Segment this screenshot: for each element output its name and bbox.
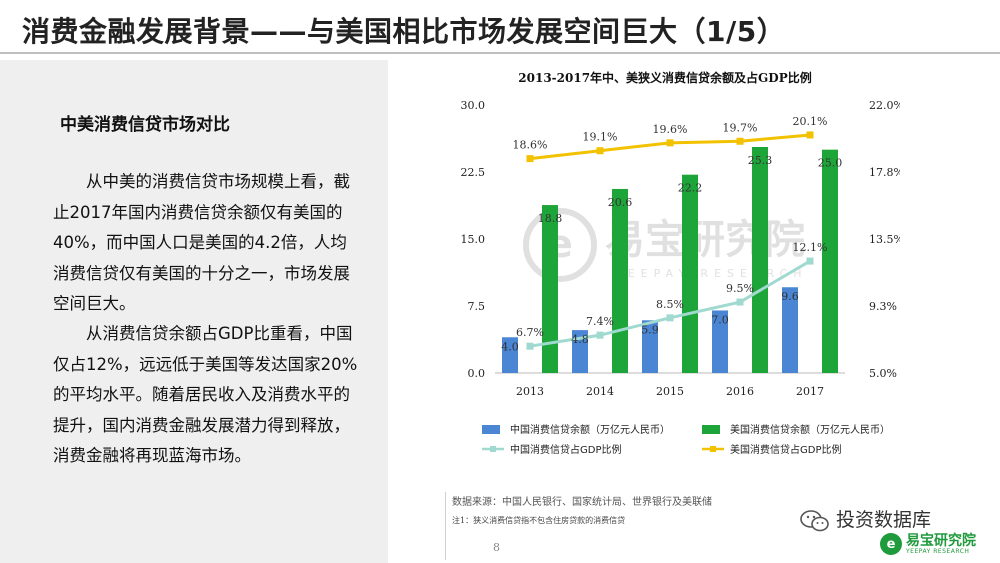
point-us-gdp	[526, 155, 534, 163]
point-cn-gdp	[596, 331, 604, 339]
logo-en-text: YEEPAY RESEARCH	[906, 547, 970, 555]
paragraph-gdp-share: 从消费信贷余额占GDP比重看，中国仅占12%，远远低于美国等发达国家20%的平均…	[53, 324, 358, 465]
point-cn-gdp	[736, 298, 744, 306]
title-divider	[0, 52, 1000, 54]
y-left-tick-label: 7.5	[468, 300, 486, 313]
bar-label-us: 18.8	[538, 212, 563, 225]
line-label-us-gdp: 20.1%	[793, 115, 828, 128]
line-label-us-gdp: 18.6%	[513, 139, 548, 152]
legend-label: 中国消费信贷余额（万亿元人民币）	[510, 423, 670, 436]
chart-title: 2013-2017年中、美狭义消费信贷余额及占GDP比例	[518, 70, 811, 85]
wechat-icon	[800, 509, 829, 531]
point-cn-gdp	[526, 342, 534, 350]
bar-label-cn: 7.0	[711, 313, 729, 326]
bar-cn	[712, 310, 728, 373]
point-cn-gdp	[666, 314, 674, 322]
point-us-gdp	[666, 139, 674, 147]
line-label-cn-gdp: 7.4%	[586, 315, 614, 328]
legend-label: 中国消费信贷占GDP比例	[510, 443, 621, 456]
y-right-tick-label: 9.3%	[869, 300, 897, 313]
chart-bars	[502, 146, 838, 373]
page-number: 8	[493, 541, 500, 554]
x-tick-label: 2017	[796, 385, 824, 398]
y-left-tick-label: 0.0	[468, 367, 486, 380]
bar-us	[822, 149, 838, 373]
bar-label-us: 20.6	[608, 196, 633, 209]
line-label-cn-gdp: 12.1%	[793, 241, 828, 254]
chart-axes: 0.0 7.5 15.0 22.5 30.0 5.0% 9.3% 13.5% 17.8% 22.0…	[461, 99, 901, 398]
bar-us	[682, 174, 698, 373]
wechat-brand-label: 投资数据库	[836, 509, 932, 531]
line-label-us-gdp: 19.7%	[723, 121, 758, 134]
line-label-us-gdp: 19.1%	[583, 131, 618, 144]
bar-cn	[782, 287, 798, 373]
company-logo: e 易宝研究院 YEEPAY RESEARCH	[880, 533, 976, 555]
line-label-cn-gdp: 8.5%	[656, 298, 684, 311]
y-right-tick-label: 22.0%	[869, 99, 900, 112]
point-cn-gdp	[806, 257, 814, 265]
y-left-tick-label: 30.0	[461, 99, 486, 112]
chart-legend: 中国消费信贷余额（万亿元人民币） 美国消费信贷余额（万亿元人民币） 中国消费信贷占G…	[482, 423, 890, 456]
bar-label-cn: 9.6	[781, 290, 799, 303]
bar-label-cn: 4.8	[571, 333, 589, 346]
bar-us	[542, 205, 558, 373]
bar-cn	[502, 337, 518, 373]
y-right-tick-label: 5.0%	[869, 367, 897, 380]
bar-label-cn: 4.0	[501, 340, 519, 353]
legend-label: 美国消费信贷占GDP比例	[730, 443, 841, 456]
bar-label-cn: 5.9	[641, 323, 659, 336]
watermark-cn: 易宝研究院	[605, 217, 805, 263]
x-tick-label: 2014	[586, 385, 614, 398]
x-tick-label: 2016	[726, 385, 754, 398]
bar-us	[612, 188, 628, 373]
legend-marker	[710, 446, 716, 452]
credit-chart: 2013-2017年中、美狭义消费信贷余额及占GDP比例 0.0 7.5 15.0 2…	[461, 70, 901, 456]
section-subheading: 中美消费信贷市场对比	[60, 115, 230, 135]
bar-label-us: 25.0	[818, 157, 843, 170]
data-source: 数据来源：中国人民银行、国家统计局、世界银行及美联储	[452, 497, 712, 508]
legend-marker	[490, 446, 496, 452]
left-text-panel	[0, 60, 388, 563]
y-right-tick-label: 13.5%	[869, 233, 900, 246]
point-us-gdp	[736, 137, 744, 145]
y-right-tick-label: 17.8%	[869, 166, 900, 179]
footer-divider	[445, 492, 446, 560]
x-tick-label: 2015	[656, 385, 684, 398]
line-label-cn-gdp: 6.7%	[516, 326, 544, 339]
bar-us	[752, 146, 768, 373]
logo-e-icon: e	[880, 533, 902, 555]
point-us-gdp	[806, 131, 814, 139]
logo-cn-text: 易宝研究院	[906, 532, 976, 549]
wechat-brand: 投资数据库	[800, 505, 931, 532]
bar-cn	[572, 330, 588, 373]
bar-label-us: 22.2	[678, 182, 703, 195]
line-label-us-gdp: 19.6%	[653, 123, 688, 136]
chart-lines	[526, 131, 814, 350]
x-tick-label: 2013	[516, 385, 544, 398]
chart-labels: 4.0 4.8 5.9 7.0 9.6 18.8 20.6 22.2 25.3 25.0 6.7% 7…	[501, 115, 842, 353]
legend-swatch	[482, 425, 500, 434]
legend-swatch	[702, 425, 720, 434]
bar-cn	[642, 320, 658, 373]
line-label-cn-gdp: 9.5%	[726, 282, 754, 295]
page-title: 消费金融发展背景——与美国相比市场发展空间巨大（1/5）	[22, 15, 786, 48]
legend-label: 美国消费信贷余额（万亿元人民币）	[730, 423, 890, 436]
paragraph-market-size: 从中美的消费信贷市场规模上看，截止2017年国内消费信贷余额仅有美国的40%，而…	[53, 172, 350, 313]
bar-label-us: 25.3	[748, 154, 773, 167]
footnote: 注1：狭义消费信贷指不包含住房贷款的消费信贷	[452, 516, 626, 525]
y-left-tick-label: 15.0	[461, 233, 486, 246]
point-us-gdp	[596, 147, 604, 155]
y-left-tick-label: 22.5	[461, 166, 486, 179]
